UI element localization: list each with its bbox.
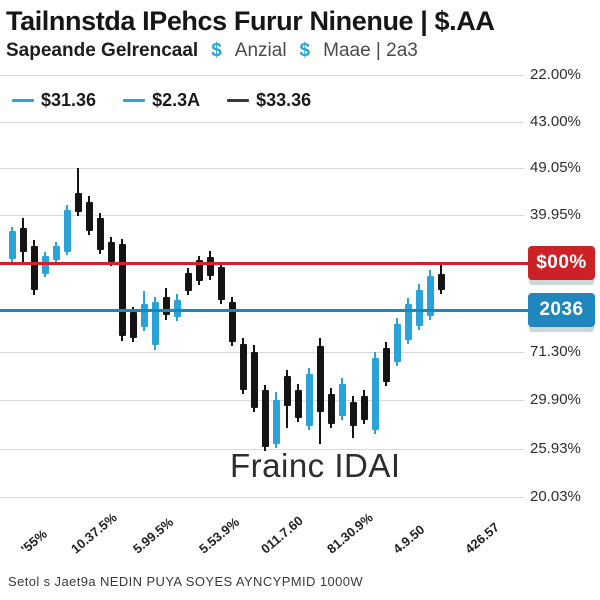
candle-body (41, 256, 49, 274)
candle-body (30, 246, 38, 290)
candle-body (63, 210, 71, 252)
dollar-icon: $ (211, 40, 222, 61)
candle-body (426, 276, 434, 316)
candle-body (19, 228, 27, 252)
candle-body (283, 376, 291, 406)
candle-body (371, 358, 379, 430)
subtitle-segment-2: Maae | 2a3 (323, 40, 418, 61)
candle-body (162, 297, 170, 315)
y-axis-tick-label: 22.00% (530, 66, 581, 83)
candle-body (437, 274, 445, 290)
gridline (0, 214, 524, 216)
gridline (0, 351, 524, 353)
legend-item: $31.36 (12, 90, 96, 111)
candle-body (382, 348, 390, 382)
legend-item: $33.36 (227, 90, 311, 111)
y-axis-tick-label: 43.00% (530, 113, 581, 130)
candle-body (360, 396, 368, 420)
candle-body (118, 244, 126, 336)
candle-body (239, 344, 247, 390)
candle-body (107, 242, 115, 262)
candle-body (404, 304, 412, 340)
candle-body (74, 193, 82, 212)
gridline (0, 496, 524, 498)
source-attribution: Setol s Jaet9a NEDIN PUYA SOYES AYNCYPMI… (8, 574, 364, 589)
blue-level-line (0, 308, 528, 312)
candle-body (415, 290, 423, 326)
y-axis-tick-label: 49.05% (530, 159, 581, 176)
legend-line-swatch-icon (123, 99, 146, 102)
legend-item: $2.3A (123, 90, 200, 111)
candle-body (316, 346, 324, 412)
y-axis-tick-label: 29.90% (530, 391, 581, 408)
candle-body (195, 260, 203, 281)
y-axis-tick-label: 71.30% (530, 343, 581, 360)
gridline (0, 74, 524, 76)
chart-subtitle: Sapeande Gelrencaal $ Anzial $ Maae | 2a… (6, 40, 418, 62)
candle-body (8, 231, 16, 259)
candle-body (327, 394, 335, 424)
legend-line-swatch-icon (227, 99, 250, 102)
x-axis-tick-label: '55% (18, 526, 50, 557)
chart-watermark-label: Frainc IDAI (230, 447, 401, 484)
candle-body (206, 257, 214, 276)
legend-label: $2.3A (152, 90, 201, 110)
y-axis-tick-label: 39.95% (530, 206, 581, 223)
candle-body (96, 218, 104, 250)
x-axis-tick-label: 4.9.50 (390, 521, 428, 557)
candle-body (305, 374, 313, 426)
x-axis-tick-label: 5.53.9% (196, 514, 243, 557)
candle-body (228, 302, 236, 342)
legend-label: $31.36 (41, 90, 97, 110)
candle-body (272, 400, 280, 444)
candle-body (349, 402, 357, 426)
chart-title: Tailnnstda IPehcs Furur Ninenue | $.AA (6, 6, 495, 36)
x-axis-tick-label: 426.57 (462, 519, 503, 557)
candle-body (151, 302, 159, 345)
candle-body (393, 324, 401, 362)
legend-label: $33.36 (256, 90, 312, 110)
legend: $31.36 $2.3A $33.36 (12, 90, 311, 111)
gridline (0, 121, 524, 123)
legend-line-swatch-icon (12, 99, 34, 102)
candle-body (129, 312, 137, 338)
y-axis-tick-label: 25.93% (530, 440, 581, 457)
x-axis-tick-label: 5.99.5% (130, 514, 177, 557)
candle-body (52, 246, 60, 260)
candle-body (294, 390, 302, 418)
candle-body (338, 384, 346, 416)
blue-level-line-price-badge: 2036 (528, 293, 595, 327)
candle-body (184, 273, 192, 291)
x-axis-tick-label: 10.37.5% (68, 509, 120, 557)
candle-body (217, 267, 225, 300)
gridline (0, 448, 524, 450)
x-axis-tick-label: 81.30.9% (324, 509, 376, 557)
candle-body (261, 390, 269, 447)
dollar-icon: $ (299, 40, 311, 61)
candle-body (85, 202, 93, 231)
candle-body (140, 304, 148, 327)
gridline (0, 167, 524, 169)
red-level-line-price-badge: $00% (528, 246, 595, 280)
subtitle-main: Sapeande Gelrencaal (6, 40, 199, 61)
subtitle-segment-1: Anzial (234, 40, 287, 61)
x-axis-tick-label: 011.7.60 (258, 512, 306, 557)
candle-wick (77, 168, 79, 216)
y-axis-tick-label: 20.03% (530, 488, 581, 505)
candle-body (250, 352, 258, 408)
red-level-line (0, 261, 528, 265)
